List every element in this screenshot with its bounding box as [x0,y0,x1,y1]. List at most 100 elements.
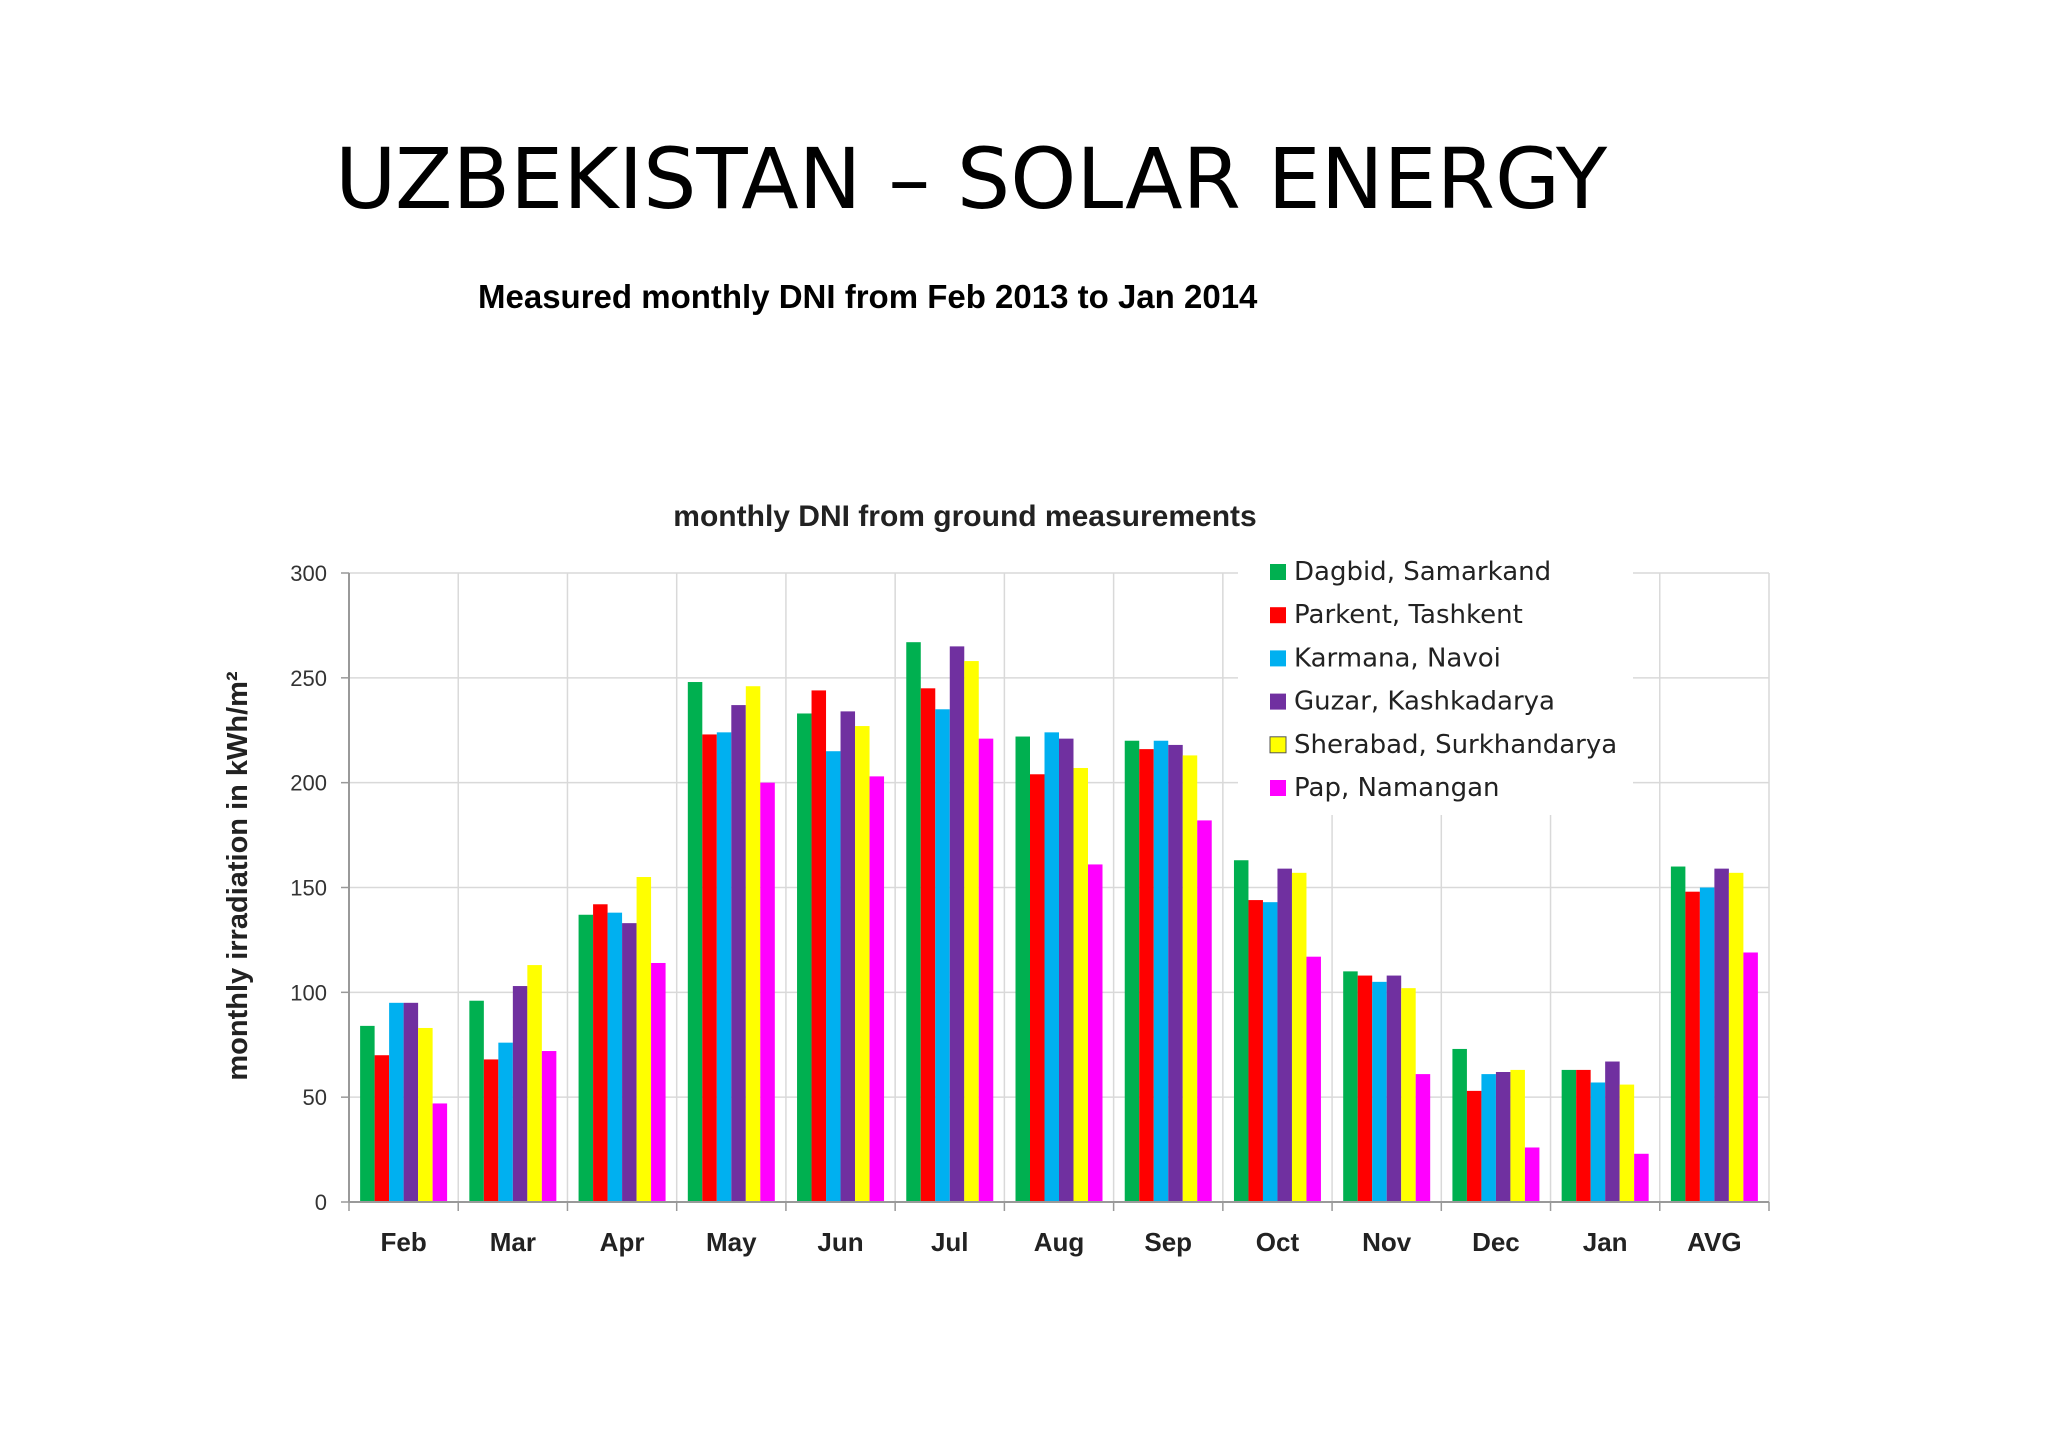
bar-jan-5 [1634,1153,1649,1202]
x-tick-label: Apr [600,1227,645,1257]
bar-may-5 [760,782,775,1202]
bar-nov-5 [1415,1074,1431,1202]
bar-avg-5 [1743,952,1758,1202]
bar-jun-1 [811,690,827,1202]
bar-apr-1 [593,904,608,1202]
bar-avg-2 [1699,887,1715,1202]
bar-oct-3 [1277,868,1292,1202]
bar-jun-5 [869,776,885,1202]
bar-nov-2 [1372,981,1387,1202]
slide-subtitle: Measured monthly DNI from Feb 2013 to Ja… [478,278,1258,315]
bar-may-2 [716,732,732,1202]
legend-swatch [1270,607,1286,624]
bar-jul-0 [906,642,921,1202]
axes: 0 50 100 150 200 250 300 Feb Mar Apr May Jun Jul Aug S… [290,561,1770,1257]
x-tick-label: Dec [1472,1227,1520,1257]
bar-nov-0 [1343,971,1358,1202]
bar-aug-3 [1059,738,1074,1202]
bar-oct-1 [1248,900,1263,1202]
bar-avg-4 [1728,872,1744,1202]
bar-mar-3 [512,986,528,1202]
bar-feb-0 [360,1025,375,1202]
bar-oct-5 [1306,956,1321,1202]
bar-jun-3 [840,711,856,1202]
legend-swatch [1270,650,1286,667]
bar-mar-1 [483,1059,499,1202]
legend-label: Guzar, Kashkadarya [1294,687,1555,717]
y-tick-label: 150 [290,876,327,901]
bar-mar-0 [469,1000,484,1202]
y-tick-label: 100 [290,980,327,1005]
bar-dec-1 [1466,1090,1482,1202]
bar-dec-4 [1510,1069,1525,1202]
bar-feb-4 [418,1027,433,1202]
bar-sep-2 [1153,740,1169,1202]
bar-may-1 [702,734,717,1202]
bar-dec-5 [1524,1147,1540,1202]
y-tick-label: 0 [315,1190,327,1215]
bar-feb-5 [432,1103,448,1202]
legend-label: Dagbid, Samarkand [1294,557,1551,587]
legend-label: Karmana, Navoi [1294,643,1501,673]
legend: Dagbid, Samarkand Parkent, Tashkent Karman… [1238,545,1633,815]
bar-sep-5 [1197,820,1212,1202]
bar-sep-4 [1182,755,1198,1202]
legend-label: Pap, Namangan [1294,773,1500,803]
x-tick-label: Mar [490,1227,536,1257]
bar-jan-3 [1605,1061,1620,1202]
bar-dec-2 [1481,1074,1496,1202]
x-tick-label: AVG [1687,1227,1741,1257]
bar-oct-0 [1233,860,1249,1202]
bar-jul-5 [978,738,994,1202]
bar-apr-2 [607,912,623,1202]
legend-swatch [1270,693,1286,710]
legend-swatch [1270,564,1286,580]
x-tick-label: Sep [1144,1227,1192,1257]
legend-box [1238,545,1633,815]
bar-jun-0 [797,713,812,1202]
bar-aug-2 [1044,732,1059,1202]
legend-swatch [1270,780,1286,796]
bar-aug-4 [1073,767,1088,1202]
bar-mar-2 [498,1042,513,1202]
bar-nov-4 [1401,988,1416,1202]
y-tick-label: 50 [303,1085,327,1110]
bar-avg-1 [1685,891,1700,1202]
bar-may-4 [745,686,761,1202]
bar-aug-0 [1015,736,1030,1202]
bar-jan-2 [1590,1082,1606,1202]
bar-feb-3 [403,1002,419,1202]
x-tick-label: Oct [1256,1227,1300,1257]
bar-avg-3 [1714,868,1729,1202]
bar-jul-2 [935,709,950,1202]
bar-may-0 [687,682,703,1202]
x-tick-label: Feb [380,1227,426,1257]
chart-title: monthly DNI from ground measurements [673,500,1256,533]
bar-aug-5 [1088,864,1103,1202]
bar-apr-5 [651,962,666,1202]
bar-nov-1 [1357,975,1373,1202]
x-tick-label: Jan [1583,1227,1628,1257]
x-tick-label: Aug [1034,1227,1085,1257]
x-tick-label: May [706,1227,757,1257]
legend-swatch [1269,736,1287,754]
bar-feb-2 [389,1002,404,1202]
y-tick-label: 200 [290,771,327,796]
bar-jan-1 [1576,1069,1591,1202]
bars [360,642,1758,1202]
slide-title: UZBEKISTAN – SOLAR ENERGY [335,130,1608,228]
legend-label: Sherabad, Surkhandarya [1294,730,1617,760]
bar-oct-2 [1262,902,1278,1202]
bar-sep-0 [1124,740,1140,1202]
bar-jun-4 [855,726,870,1202]
bar-dec-3 [1495,1072,1511,1202]
bar-apr-3 [622,923,637,1202]
bar-nov-3 [1386,975,1402,1202]
bar-may-3 [731,705,746,1202]
bar-sep-3 [1168,744,1183,1202]
bar-oct-4 [1291,872,1307,1202]
bar-jun-2 [826,751,841,1202]
bar-jan-0 [1561,1069,1577,1202]
bar-sep-1 [1139,749,1154,1202]
